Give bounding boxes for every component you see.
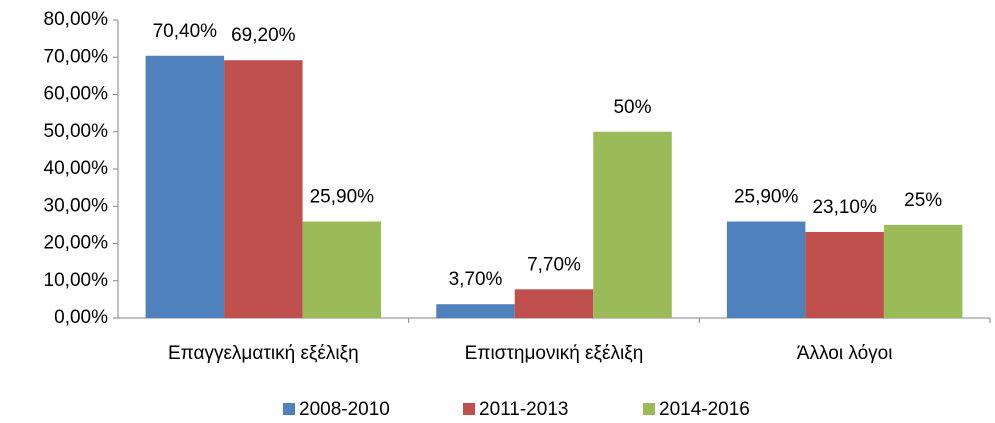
x-tick-label: Άλλοι λόγοι bbox=[797, 343, 893, 364]
y-tick-label: 50,00% bbox=[44, 121, 109, 142]
y-tick-label: 0,00% bbox=[54, 307, 108, 328]
x-tick-label: Επιστημονική εξέλιξη bbox=[465, 343, 644, 364]
value-label: 25,90% bbox=[310, 187, 375, 208]
value-label: 69,20% bbox=[231, 25, 296, 46]
x-tick-label: Επαγγελματική εξέλιξη bbox=[168, 343, 359, 364]
value-label: 7,70% bbox=[527, 254, 581, 275]
bar bbox=[514, 289, 594, 318]
bar bbox=[805, 231, 884, 318]
legend-label: 2014-2016 bbox=[659, 399, 750, 420]
value-label: 50% bbox=[613, 97, 651, 118]
legend-swatch bbox=[463, 403, 475, 415]
bar bbox=[224, 60, 303, 318]
y-tick-label: 40,00% bbox=[44, 158, 109, 179]
y-tick-label: 70,00% bbox=[44, 46, 109, 67]
bar bbox=[302, 221, 382, 318]
legend-swatch bbox=[643, 403, 655, 415]
bar bbox=[145, 55, 225, 318]
legend-swatch bbox=[283, 403, 295, 415]
legend-label: 2011-2013 bbox=[479, 399, 568, 420]
y-tick-label: 60,00% bbox=[44, 84, 109, 105]
bar bbox=[883, 224, 963, 318]
bar bbox=[593, 131, 672, 318]
value-label: 25,90% bbox=[734, 187, 799, 208]
y-tick-label: 20,00% bbox=[44, 233, 109, 254]
value-label: 25% bbox=[904, 190, 942, 211]
bar bbox=[726, 221, 806, 318]
y-tick-label: 30,00% bbox=[44, 195, 109, 216]
value-label: 23,10% bbox=[812, 197, 877, 218]
y-tick-label: 80,00% bbox=[44, 9, 109, 30]
legend-label: 2008-2010 bbox=[299, 399, 390, 420]
bar bbox=[436, 304, 515, 318]
y-tick-label: 10,00% bbox=[44, 270, 109, 291]
value-label: 3,70% bbox=[449, 269, 503, 290]
value-label: 70,40% bbox=[153, 21, 218, 42]
